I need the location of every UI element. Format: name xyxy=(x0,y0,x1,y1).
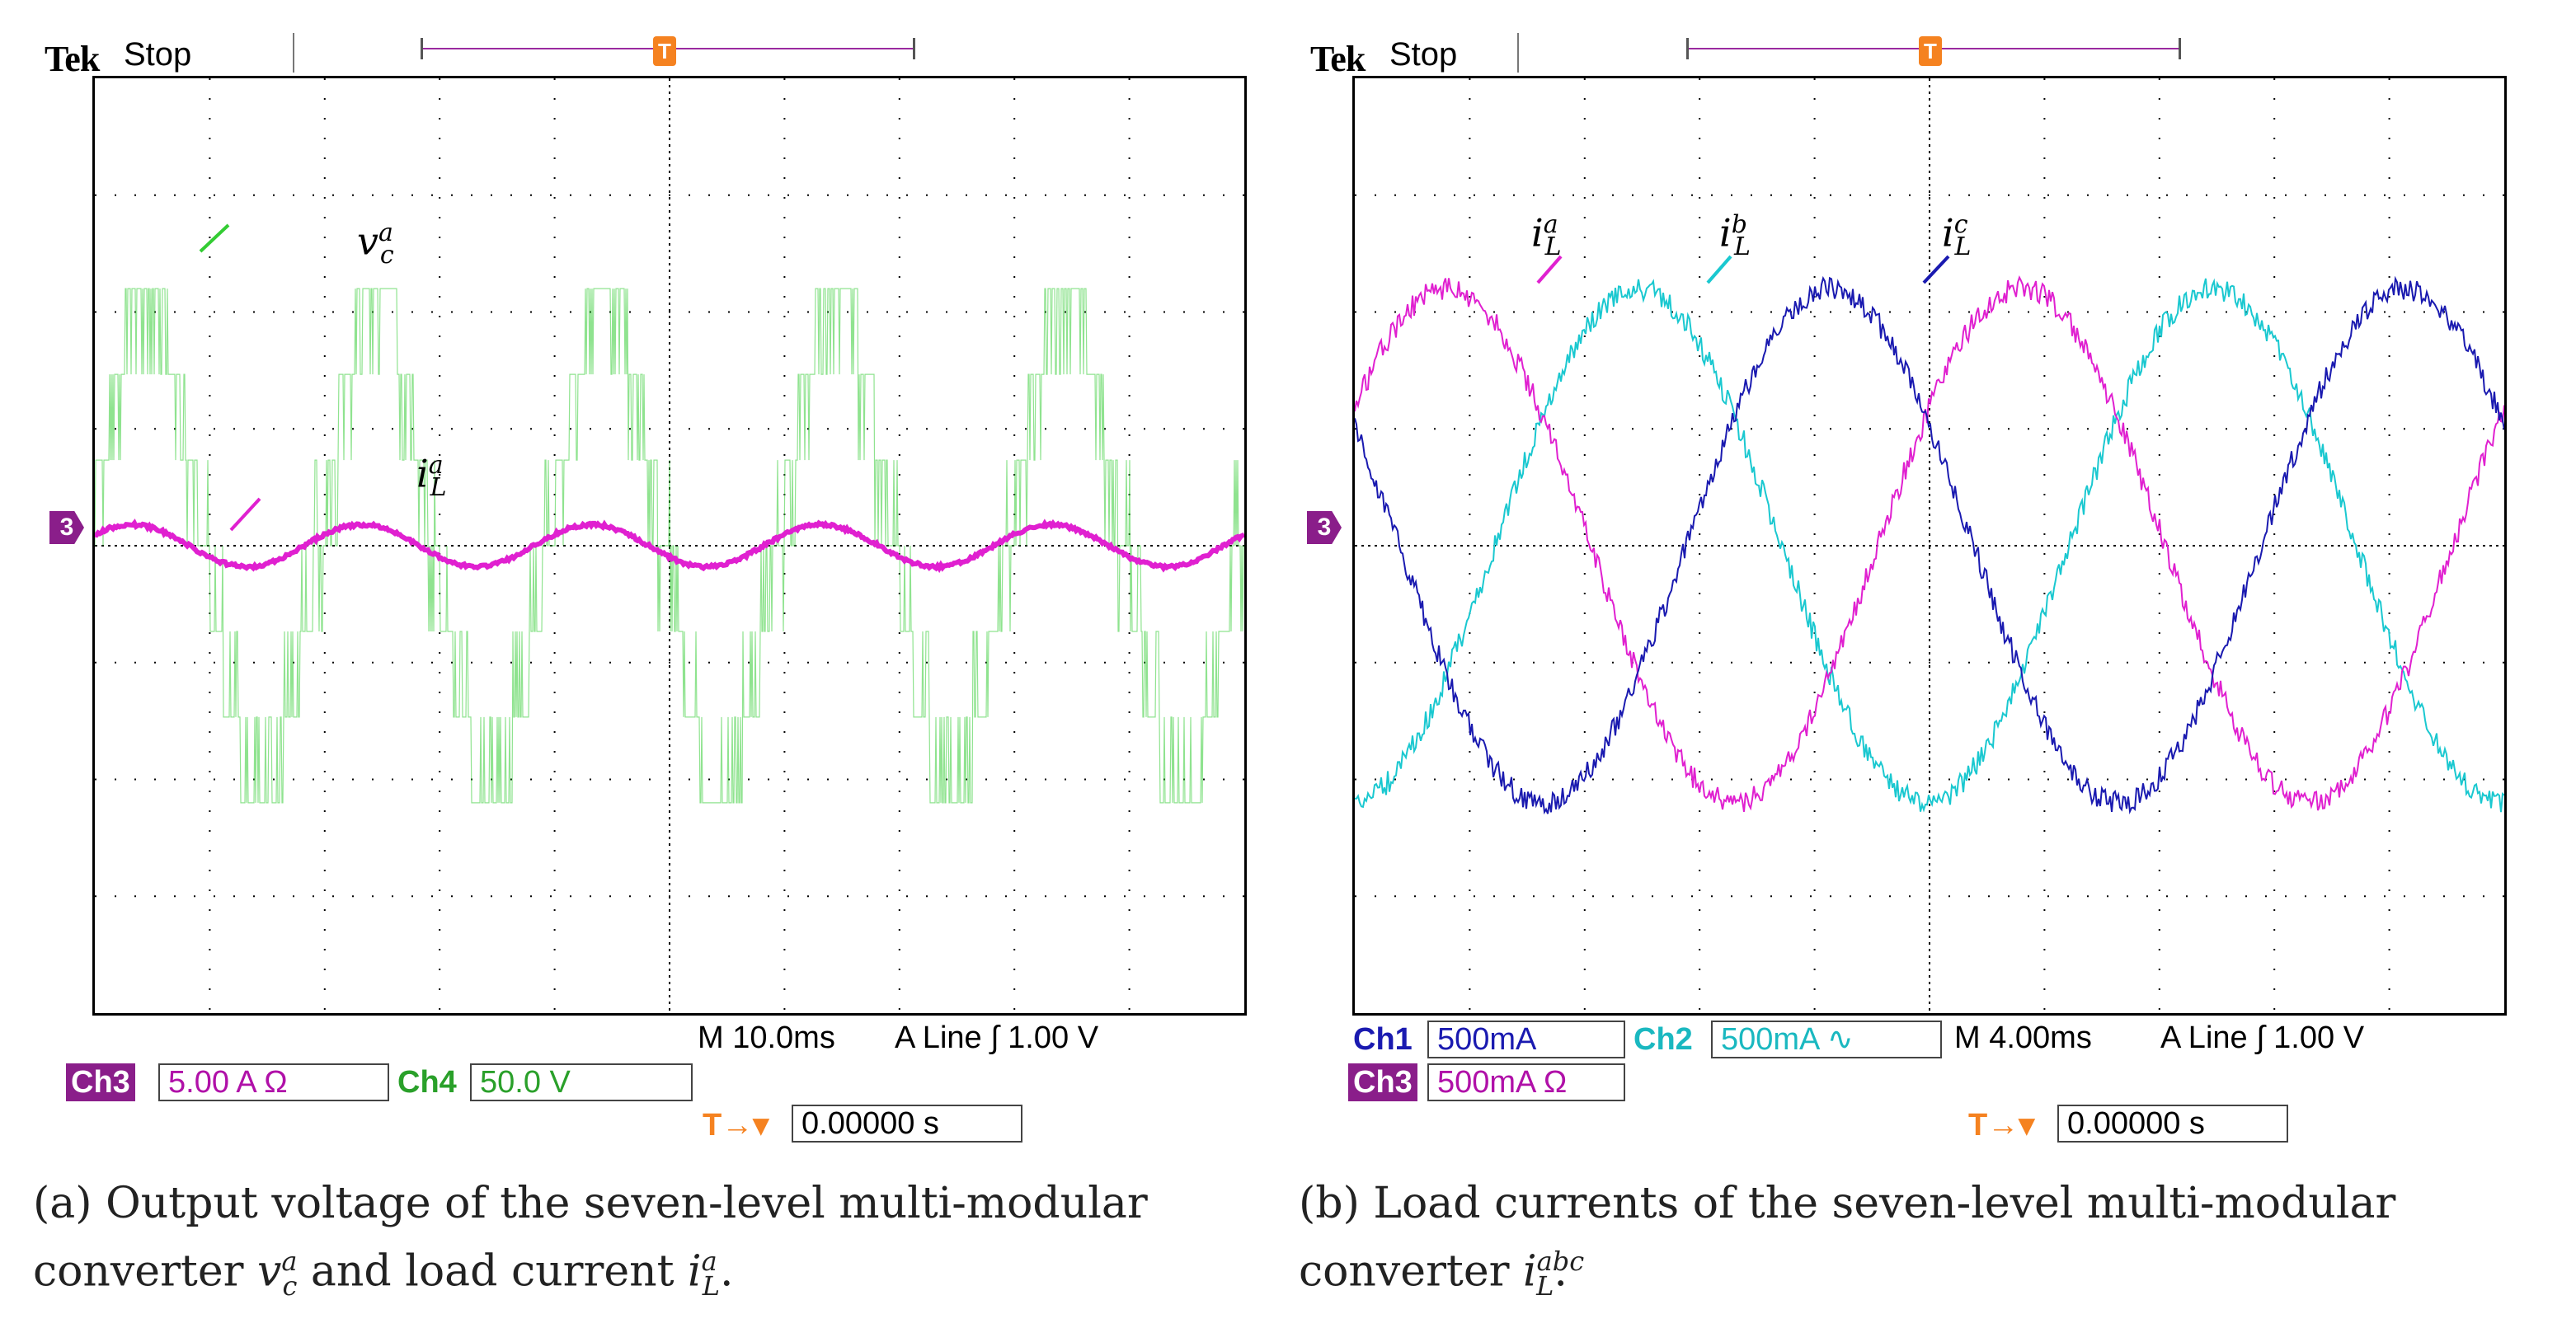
trigger-position-icon: T xyxy=(653,36,676,66)
label-vca: vac xyxy=(357,218,394,270)
ch1-scale: 500mA xyxy=(1427,1021,1625,1058)
trigger-position-icon: T xyxy=(1919,36,1942,66)
scope-panel-a: Tek Stop T T vac iaL 3 M 10.0ms A Line ∫… xyxy=(33,0,1303,1154)
ch3-scale: 500mA Ω xyxy=(1427,1063,1625,1101)
scope-screen-b: iaL ibL icL xyxy=(1352,76,2507,1016)
ch2-tag: Ch2 xyxy=(1629,1021,1698,1058)
run-state: Stop xyxy=(124,36,191,73)
trigger-offset-icon: T→▾ xyxy=(1968,1106,2034,1143)
trigger-offset: 0.00000 s xyxy=(792,1105,1022,1143)
ch1-tag: Ch1 xyxy=(1348,1021,1417,1058)
trigger-readout: A Line ∫ 1.00 V xyxy=(2160,1021,2364,1056)
label-ilb: ibL xyxy=(1719,210,1751,261)
timebase-readout: M 10.0ms xyxy=(698,1021,835,1056)
label-ilc: icL xyxy=(1942,210,1971,261)
caption-a: (a) Output voltage of the seven-level mu… xyxy=(33,1175,1303,1315)
ch3-tag: Ch3 xyxy=(1348,1063,1417,1101)
brand-logo: Tek xyxy=(45,38,99,80)
label-ila: iaL xyxy=(416,451,447,502)
caption-a-line1: Output voltage of the seven-level multi-… xyxy=(106,1179,1148,1228)
caption-b: (b) Load currents of the seven-level mul… xyxy=(1299,1175,2569,1315)
channel-3-ground-marker: 3 xyxy=(49,511,84,544)
label-ila: iaL xyxy=(1531,210,1562,261)
ch2-scale: 500mA ∿ xyxy=(1711,1021,1942,1058)
brand-logo: Tek xyxy=(1310,38,1365,80)
trigger-offset: 0.00000 s xyxy=(2057,1105,2288,1143)
caption-a-and: and load current xyxy=(311,1246,675,1296)
scope-panel-b: Tek Stop T T iaL ibL icL 3 Ch1 500mA Ch2… xyxy=(1299,0,2569,1154)
arrow-vca xyxy=(200,225,228,251)
ch3-tag: Ch3 xyxy=(66,1063,135,1101)
header-separator xyxy=(293,33,294,73)
header-separator xyxy=(1517,33,1519,73)
timebase-readout: M 4.00ms xyxy=(1954,1021,2092,1056)
ch3-scale: 5.00 A Ω xyxy=(158,1063,389,1101)
trigger-offset-icon: T→▾ xyxy=(703,1106,769,1143)
waveform-plot-b xyxy=(1355,78,2504,1013)
caption-a-line2: converter xyxy=(33,1246,243,1296)
caption-b-line1: Load currents of the seven-level multi-m… xyxy=(1373,1179,2395,1228)
run-state: Stop xyxy=(1389,36,1457,73)
caption-b-line2: converter xyxy=(1299,1246,1509,1296)
caption-a-prefix: (a) xyxy=(33,1179,92,1228)
caption-b-prefix: (b) xyxy=(1299,1179,1360,1228)
arrow-ila xyxy=(231,499,260,530)
trigger-readout: A Line ∫ 1.00 V xyxy=(895,1021,1098,1056)
ch4-tag: Ch4 xyxy=(393,1063,462,1101)
channel-3-ground-marker: 3 xyxy=(1307,511,1342,544)
ch4-scale: 50.0 V xyxy=(470,1063,693,1101)
waveform-plot-a xyxy=(95,78,1244,1013)
scope-screen-a: vac iaL xyxy=(92,76,1247,1016)
